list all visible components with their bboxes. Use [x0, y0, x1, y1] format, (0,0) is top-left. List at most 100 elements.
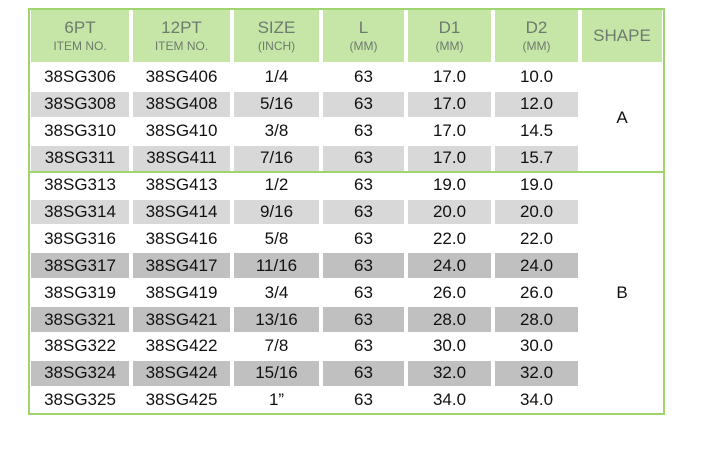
- table-cell: 38SG411: [133, 145, 230, 171]
- table-cell: 63: [323, 65, 404, 90]
- cell-text: 38SG313: [44, 175, 116, 195]
- table-cell: 1/4: [234, 65, 319, 90]
- header-title: L: [358, 18, 369, 37]
- cell-text: 38SG310: [44, 121, 116, 141]
- table-cell: 38SG425: [133, 388, 230, 413]
- table-cell: 38SG325: [31, 388, 129, 413]
- cell-text: 38SG325: [44, 390, 116, 410]
- table-border: [28, 8, 665, 415]
- table-cell: 26.0: [408, 280, 491, 305]
- cell-text: 38SG419: [145, 282, 218, 302]
- cell-text: 1”: [268, 390, 285, 410]
- cell-text: 38SG408: [145, 94, 218, 114]
- table-cell: 32.0: [495, 360, 578, 386]
- cell-text: 22.0: [432, 228, 467, 248]
- cell-text: 38SG322: [44, 336, 116, 356]
- table-cell: 34.0: [495, 388, 578, 413]
- cell-text: 20.0: [519, 201, 554, 221]
- table-cell: 63: [323, 119, 404, 144]
- cell-text: 63: [354, 363, 373, 383]
- cell-text: 1/4: [264, 67, 289, 87]
- cell-text: 63: [354, 282, 373, 302]
- table-cell: 63: [323, 360, 404, 386]
- table-cell: 3/4: [234, 280, 319, 305]
- table-cell: 63: [323, 388, 404, 413]
- table-cell: 13/16: [234, 307, 319, 332]
- table-cell: 63: [323, 145, 404, 171]
- cell-text: 13/16: [255, 309, 298, 329]
- table-cell: 34.0: [408, 388, 491, 413]
- shape-label: B: [616, 282, 628, 302]
- table-cell: 38SG319: [31, 280, 129, 305]
- table-cell: 38SG417: [133, 253, 230, 279]
- table-cell: 38SG314: [31, 199, 129, 225]
- table-cell: 38SG413: [133, 173, 230, 198]
- table-cell: 38SG311: [31, 145, 129, 171]
- header-title: SIZE: [257, 18, 296, 37]
- table-cell: 9/16: [234, 199, 319, 225]
- cell-text: 63: [354, 148, 373, 168]
- table-cell: 24.0: [408, 253, 491, 279]
- header-title: SHAPE: [593, 26, 651, 45]
- table-cell: 30.0: [408, 334, 491, 359]
- cell-text: 38SG317: [44, 255, 116, 275]
- cell-text: 34.0: [519, 390, 554, 410]
- cell-text: 24.0: [519, 255, 554, 275]
- header-unit: (MM): [349, 39, 378, 53]
- cell-text: 17.0: [432, 94, 467, 114]
- table-cell: 5/8: [234, 226, 319, 251]
- cell-text: 1/2: [264, 175, 289, 195]
- header-unit: ITEM NO.: [154, 39, 209, 53]
- cell-text: 15.7: [519, 148, 554, 168]
- header-unit: (MM): [522, 39, 551, 53]
- cell-text: 24.0: [432, 255, 467, 275]
- cell-text: 38SG411: [146, 148, 217, 168]
- header-cell: L (MM): [323, 10, 404, 62]
- table-cell: 30.0: [495, 334, 578, 359]
- table-cell: 38SG422: [133, 334, 230, 359]
- table-cell: 7/16: [234, 145, 319, 171]
- cell-text: 63: [354, 94, 373, 114]
- table-cell: 19.0: [408, 173, 491, 198]
- table-cell: 3/8: [234, 119, 319, 144]
- cell-text: 17.0: [432, 121, 467, 141]
- cell-text: 5/8: [264, 228, 289, 248]
- table-cell: 38SG416: [133, 226, 230, 251]
- table-cell: 22.0: [408, 226, 491, 251]
- table-cell: 63: [323, 91, 404, 117]
- table-cell: 38SG414: [133, 199, 230, 225]
- table-cell: 32.0: [408, 360, 491, 386]
- cell-text: 3/4: [264, 282, 289, 302]
- cell-text: 38SG417: [145, 255, 218, 275]
- cell-text: 38SG308: [44, 94, 116, 114]
- table-cell: 24.0: [495, 253, 578, 279]
- table-cell: 63: [323, 173, 404, 198]
- header-cell: 12PT ITEM NO.: [133, 10, 230, 62]
- cell-text: 32.0: [432, 363, 467, 383]
- cell-text: 19.0: [519, 175, 554, 195]
- table-cell: 38SG408: [133, 91, 230, 117]
- header-cell: 6PT ITEM NO.: [31, 10, 129, 62]
- cell-text: 17.0: [432, 148, 467, 168]
- table-cell: 38SG410: [133, 119, 230, 144]
- table-cell: 20.0: [495, 199, 578, 225]
- cell-text: 11/16: [255, 255, 298, 275]
- cell-text: 19.0: [432, 175, 467, 195]
- table-cell: 38SG322: [31, 334, 129, 359]
- table-cell: 28.0: [495, 307, 578, 332]
- table-cell: 63: [323, 280, 404, 305]
- cell-text: 38SG324: [44, 363, 116, 383]
- cell-text: 38SG416: [145, 228, 218, 248]
- header-unit: ITEM NO.: [53, 39, 107, 53]
- cell-text: 38SG425: [145, 390, 218, 410]
- table-cell: 63: [323, 307, 404, 332]
- cell-text: 3/8: [264, 121, 289, 141]
- table-cell: 38SG406: [133, 65, 230, 90]
- table-cell: 26.0: [495, 280, 578, 305]
- cell-text: 63: [354, 390, 373, 410]
- cell-text: 22.0: [519, 228, 554, 248]
- header-title: 12PT: [161, 18, 202, 37]
- table-cell: 38SG308: [31, 91, 129, 117]
- table-cell: 11/16: [234, 253, 319, 279]
